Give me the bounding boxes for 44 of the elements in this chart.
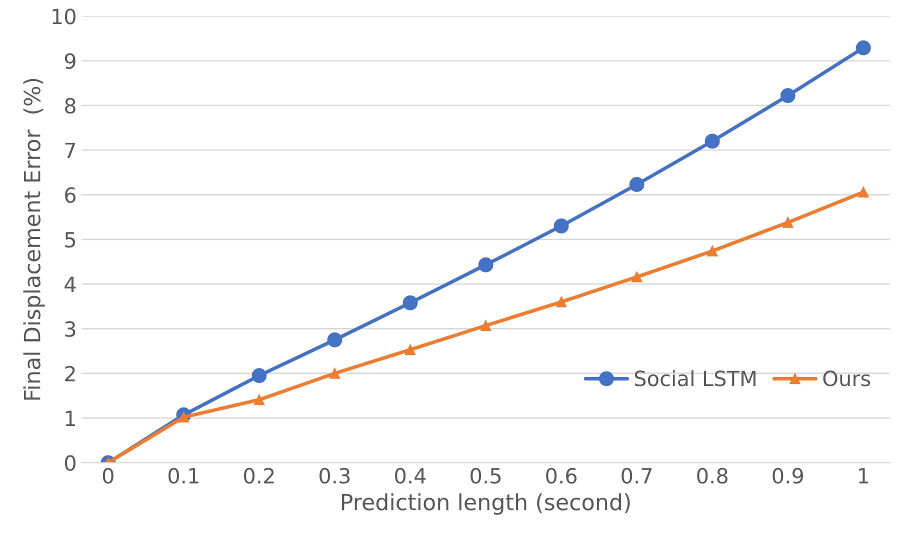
point	[252, 368, 267, 384]
x-tick-label: 0.9	[772, 468, 803, 484]
y-tick-label: 7	[65, 142, 76, 158]
point	[856, 40, 871, 56]
point	[254, 394, 265, 406]
point	[706, 246, 718, 256]
y-tick-label: 2	[65, 366, 75, 382]
x-tick-label: 0.6	[546, 468, 577, 484]
x-tick-label: 0.2	[244, 468, 274, 484]
y-axis-title: Final Displacement Error (%)	[23, 78, 45, 400]
y-tick-label: 1	[66, 410, 75, 426]
point	[402, 295, 418, 310]
x-tick-label: 0	[102, 468, 114, 484]
point	[480, 320, 492, 331]
x-tick-label: 0.3	[320, 468, 350, 484]
y-tick-label: 8	[65, 98, 76, 114]
y-tick-label: 4	[64, 276, 76, 292]
point	[554, 218, 569, 234]
point	[404, 344, 416, 356]
point	[556, 296, 567, 308]
x-tick-label: 0.8	[697, 468, 728, 484]
y-tick-label: 9	[64, 53, 76, 70]
y-tick-label: 5	[65, 232, 76, 248]
point	[329, 368, 340, 379]
point	[780, 88, 796, 104]
point	[327, 332, 342, 348]
legend-label: Social LSTM	[634, 370, 756, 386]
point	[782, 217, 794, 228]
x-tick-label: 0.7	[622, 468, 652, 484]
point	[478, 257, 494, 272]
legend-label: Ours	[823, 370, 870, 386]
x-tick-label: 1	[859, 468, 868, 484]
x-tick-label: 0.1	[168, 468, 198, 484]
y-tick-label: 0	[64, 455, 76, 471]
point	[858, 186, 869, 198]
y-tick-label: 6	[65, 187, 76, 203]
point	[629, 177, 644, 192]
x-axis-title: Prediction length (second)	[342, 493, 630, 515]
x-tick-label: 0.4	[395, 468, 426, 484]
y-tick-label: 10	[52, 8, 76, 24]
y-tick-label: 3	[65, 321, 76, 337]
point	[704, 134, 720, 149]
x-tick-label: 0.5	[470, 468, 501, 484]
point	[631, 272, 642, 282]
